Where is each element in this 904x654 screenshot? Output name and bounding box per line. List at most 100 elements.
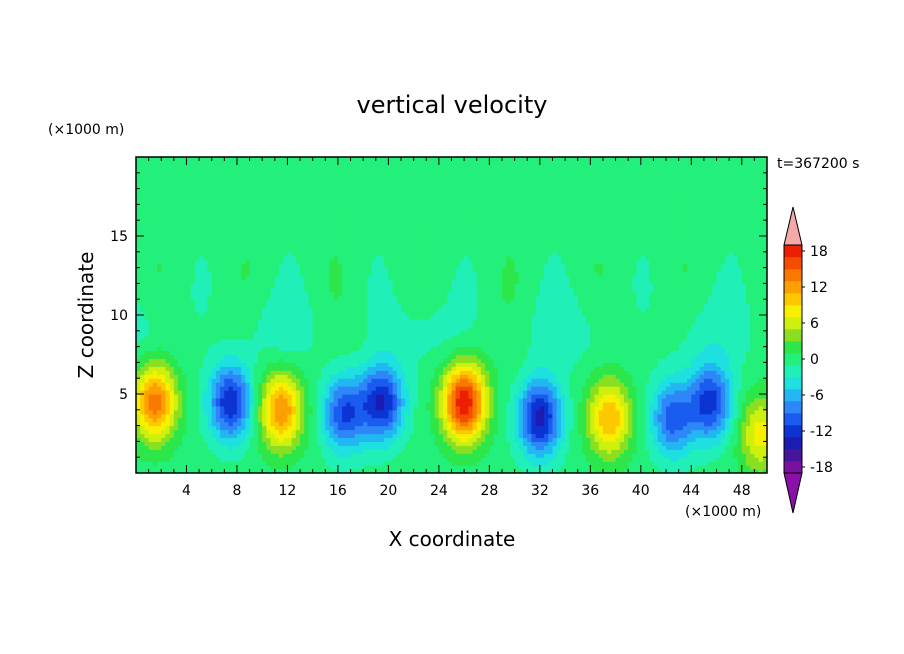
- field-cell: [266, 204, 272, 209]
- field-cell: [245, 378, 251, 383]
- field-cell: [308, 251, 314, 257]
- field-cell: [194, 295, 200, 300]
- field-cell: [136, 160, 141, 166]
- field-cell: [358, 228, 364, 233]
- field-cell: [283, 413, 289, 419]
- field-cell: [262, 453, 268, 458]
- field-cell: [295, 263, 301, 269]
- field-cell: [236, 279, 242, 284]
- field-cell: [333, 232, 339, 237]
- field-cell: [245, 204, 251, 209]
- field-cell: [287, 263, 293, 269]
- field-cell: [152, 378, 158, 383]
- field-cell: [266, 374, 272, 379]
- field-cell: [270, 370, 276, 375]
- field-cell: [169, 370, 175, 375]
- field-cell: [186, 208, 192, 213]
- field-cell: [274, 338, 280, 344]
- field-cell: [140, 216, 146, 221]
- field-cell: [253, 469, 259, 473]
- field-cell: [375, 299, 381, 304]
- field-cell: [241, 322, 246, 328]
- field-cell: [308, 457, 314, 462]
- field-cell: [203, 465, 209, 470]
- field-cell: [363, 228, 368, 233]
- field-cell: [346, 342, 352, 348]
- field-cell: [321, 263, 326, 269]
- field-cell: [257, 208, 263, 213]
- field-cell: [207, 224, 213, 229]
- field-cell: [203, 239, 209, 245]
- field-cell: [312, 342, 318, 348]
- field-cell: [178, 208, 183, 213]
- field-cell: [199, 437, 204, 442]
- field-cell: [228, 326, 234, 332]
- field-cell: [182, 172, 188, 178]
- field-cell: [211, 299, 217, 304]
- field-cell: [165, 295, 171, 300]
- field-cell: [342, 216, 347, 221]
- field-cell: [295, 342, 301, 348]
- field-cell: [333, 342, 339, 348]
- field-cell: [270, 299, 276, 304]
- field-cell: [295, 212, 301, 217]
- field-cell: [249, 176, 255, 182]
- field-cell: [203, 461, 209, 466]
- field-cell: [148, 291, 154, 296]
- field-cell: [161, 236, 167, 241]
- field-cell: [257, 346, 263, 352]
- field-cell: [178, 239, 183, 245]
- field-cell: [350, 192, 356, 198]
- field-cell: [169, 358, 175, 363]
- field-cell: [232, 445, 238, 450]
- field-cell: [186, 378, 192, 383]
- field-cell: [262, 382, 268, 387]
- field-cell: [384, 461, 389, 466]
- field-cell: [274, 263, 280, 269]
- field-cell: [333, 409, 339, 415]
- field-cell: [199, 346, 204, 352]
- field-cell: [199, 405, 204, 411]
- field-cell: [194, 382, 200, 387]
- field-cell: [215, 370, 221, 375]
- field-cell: [161, 283, 167, 288]
- field-cell: [358, 370, 364, 375]
- field-cell: [173, 188, 179, 194]
- field-cell: [241, 441, 246, 446]
- field-cell: [253, 311, 259, 316]
- field-cell: [388, 366, 394, 371]
- field-cell: [190, 322, 196, 328]
- field-cell: [178, 441, 183, 446]
- field-cell: [342, 346, 347, 352]
- field-cell: [342, 236, 347, 241]
- field-cell: [291, 279, 297, 284]
- field-cell: [144, 457, 150, 462]
- field-cell: [283, 382, 289, 387]
- field-cell: [375, 157, 381, 162]
- field-cell: [178, 457, 183, 462]
- field-cell: [178, 425, 183, 431]
- field-cell: [283, 469, 289, 473]
- field-cell: [236, 157, 242, 162]
- field-cell: [367, 394, 373, 399]
- field-cell: [316, 346, 322, 352]
- field-cell: [232, 346, 238, 352]
- field-cell: [241, 315, 246, 320]
- field-cell: [262, 307, 268, 312]
- field-cell: [257, 200, 263, 205]
- field-cell: [337, 453, 343, 458]
- field-cell: [375, 255, 381, 261]
- field-cell: [144, 354, 150, 360]
- field-cell: [161, 220, 167, 225]
- field-cell: [283, 358, 289, 363]
- field-cell: [371, 433, 377, 439]
- field-cell: [249, 283, 255, 288]
- field-cell: [140, 417, 146, 423]
- field-cell: [169, 318, 175, 324]
- field-cell: [270, 200, 276, 205]
- field-cell: [257, 180, 263, 186]
- field-cell: [253, 354, 259, 360]
- field-cell: [270, 386, 276, 391]
- field-cell: [283, 243, 289, 249]
- field-cell: [144, 200, 150, 205]
